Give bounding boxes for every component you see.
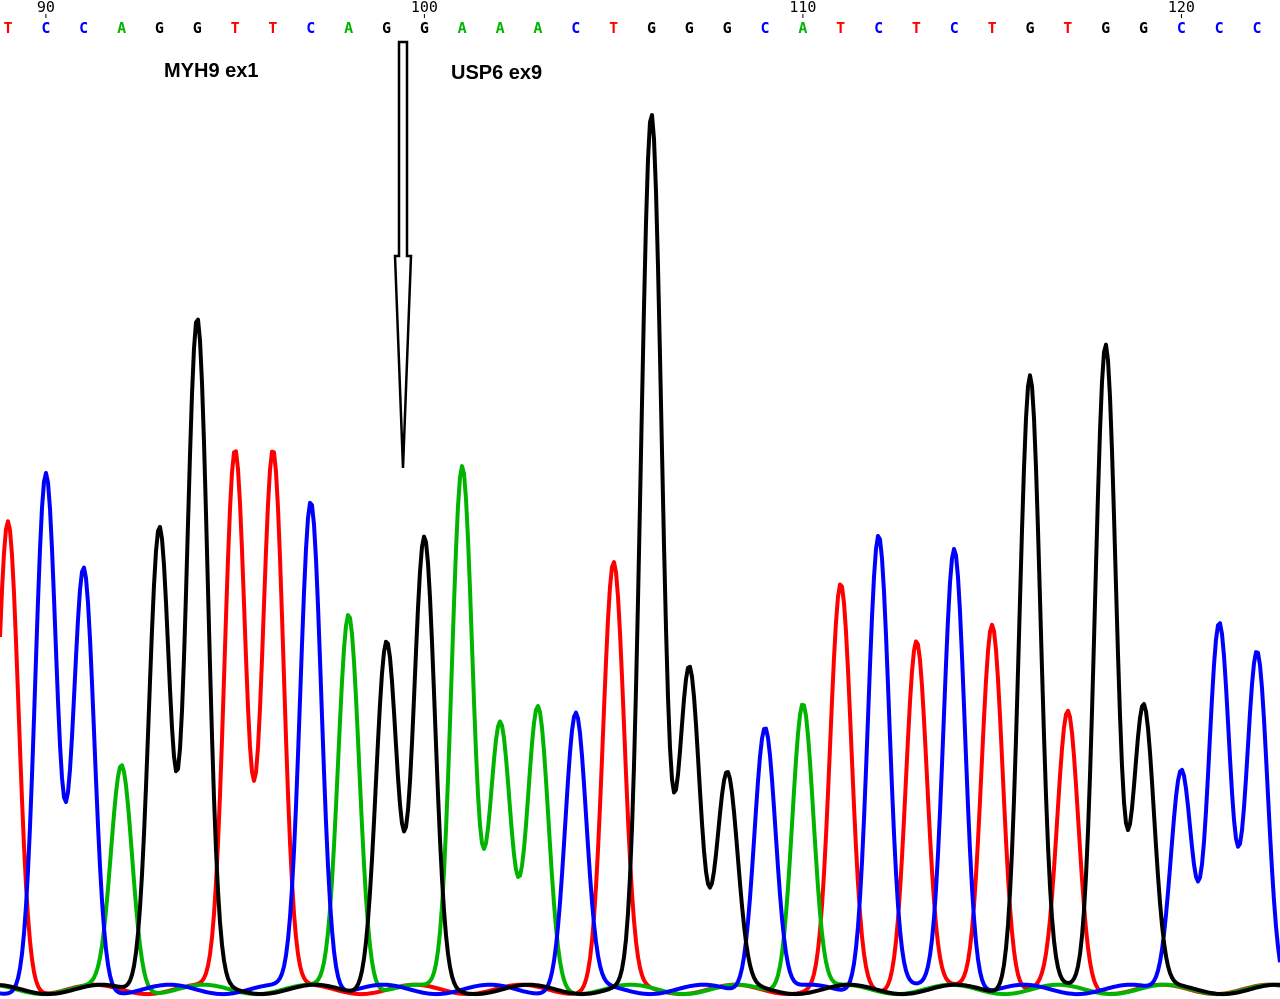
base-call: C (1177, 19, 1186, 37)
base-call: A (798, 19, 807, 37)
position-label: 90 (37, 0, 55, 16)
base-call: G (685, 19, 694, 37)
base-call: T (1063, 19, 1072, 37)
base-call: C (1252, 19, 1261, 37)
base-call: C (41, 19, 50, 37)
base-call: C (306, 19, 315, 37)
trace-G (0, 113, 1280, 997)
base-call: T (231, 19, 240, 37)
base-call: G (723, 19, 732, 37)
base-call: G (193, 19, 202, 37)
base-call: C (571, 19, 580, 37)
base-call: T (609, 19, 618, 37)
base-call: G (1139, 19, 1148, 37)
base-call: G (647, 19, 656, 37)
position-ruler: 90 100 110 120 (37, 0, 1195, 18)
base-call: G (420, 19, 429, 37)
base-call: T (912, 19, 921, 37)
position-label: 100 (411, 0, 438, 16)
base-call: A (344, 19, 353, 37)
base-call: T (268, 19, 277, 37)
trace-A (0, 464, 1280, 997)
base-call: G (1101, 19, 1110, 37)
trace-C (0, 471, 1280, 997)
base-call: C (1215, 19, 1224, 37)
base-call: G (155, 19, 164, 37)
base-call: A (533, 19, 542, 37)
annotation-myh9: MYH9 ex1 (164, 60, 259, 82)
base-call: A (458, 19, 467, 37)
trace-layer (0, 113, 1280, 997)
position-label: 120 (1168, 0, 1195, 16)
base-call: G (382, 19, 391, 37)
base-call: A (496, 19, 505, 37)
trace-T (0, 449, 1280, 997)
base-call: C (950, 19, 959, 37)
position-label: 110 (789, 0, 816, 16)
annotation-usp6: USP6 ex9 (451, 62, 542, 84)
base-call: T (988, 19, 997, 37)
breakpoint-arrow-icon (393, 40, 413, 469)
base-call: C (79, 19, 88, 37)
base-call: T (836, 19, 845, 37)
base-call: G (1025, 19, 1034, 37)
base-call: C (760, 19, 769, 37)
base-call: A (117, 19, 126, 37)
base-call: C (874, 19, 883, 37)
base-call: T (3, 19, 12, 37)
